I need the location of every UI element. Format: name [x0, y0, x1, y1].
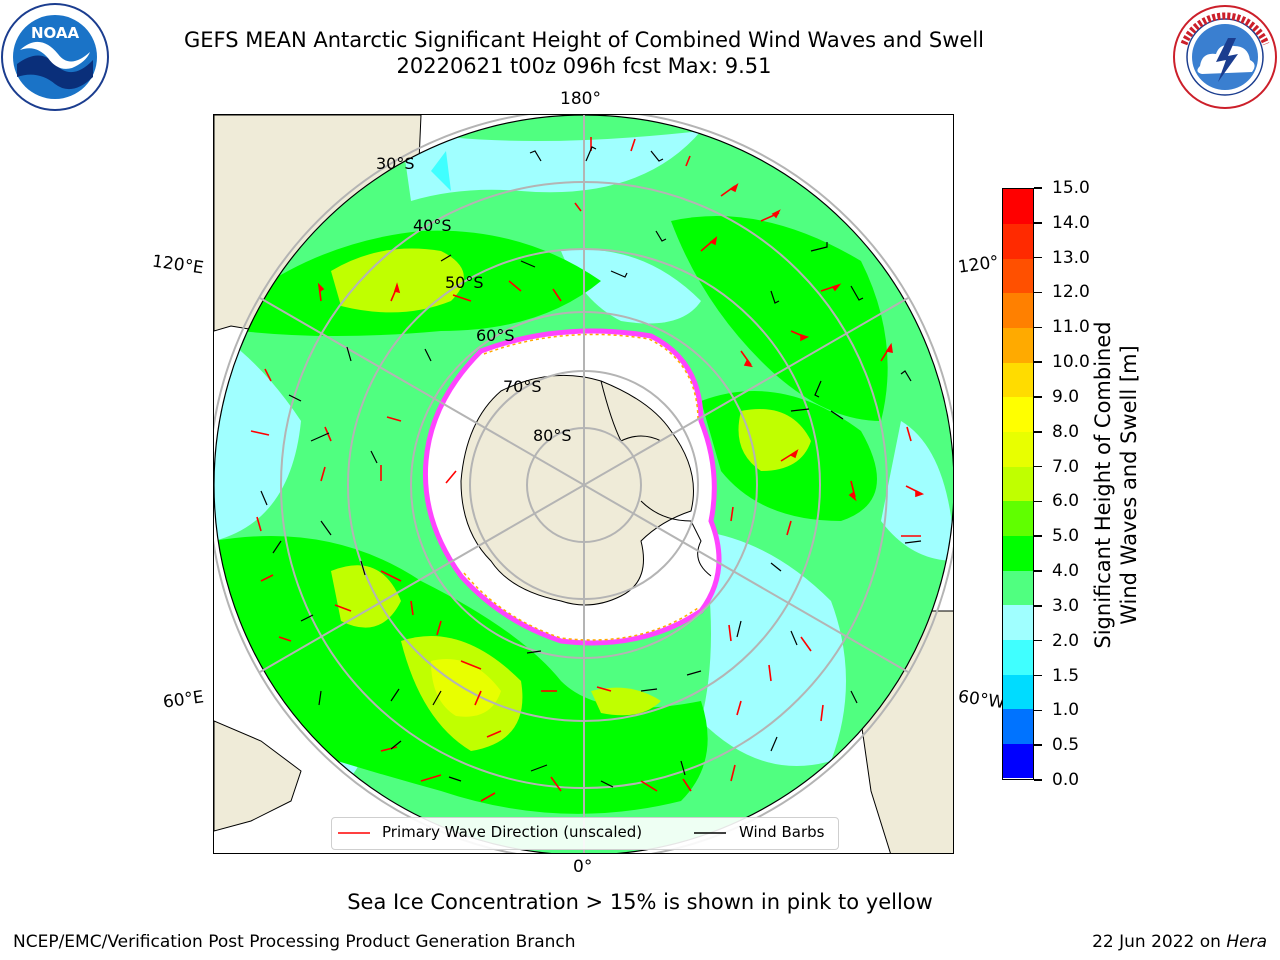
- colorbar-segment: [1003, 292, 1033, 329]
- colorbar-segment: [1003, 223, 1033, 259]
- colorbar-segment: [1003, 500, 1033, 536]
- noaa-logo: NOAA: [1, 3, 109, 111]
- colorbar-segment: [1003, 258, 1033, 294]
- colorbar-tick-label: 11.0: [1052, 317, 1090, 338]
- colorbar-tick: [1034, 256, 1042, 259]
- colorbar-tick-label: 14.0: [1052, 212, 1090, 233]
- colorbar-tick: [1034, 361, 1042, 363]
- lat-labels: 30°S 40°S 50°S 60°S 70°S 80°S: [376, 154, 572, 445]
- colorbar-tick: [1034, 187, 1042, 189]
- nws-logo: [1173, 5, 1277, 109]
- wave-direction-arrows: [250, 137, 925, 802]
- lat-label-30s: 30°S: [376, 154, 415, 173]
- lon-label-120e: 120°E: [150, 251, 205, 279]
- wave-legend-swatch: [338, 832, 370, 834]
- colorbar-tick: [1034, 605, 1042, 607]
- colorbar-tick: [1034, 639, 1042, 642]
- colorbar-segment: [1003, 708, 1033, 744]
- colorbar-tick-label: 13.0: [1052, 247, 1090, 268]
- colorbar-tick-label: 1.5: [1052, 665, 1080, 686]
- map-panel: 30°S 40°S 50°S 60°S 70°S 80°S: [213, 114, 954, 854]
- colorbar-tick-label: 8.0: [1052, 421, 1080, 442]
- colorbar-segment: [1003, 604, 1033, 640]
- colorbar-tick: [1034, 570, 1042, 572]
- wind-barbs: [260, 146, 922, 788]
- colorbar-segment: [1003, 674, 1033, 710]
- sea-ice-note: Sea Ice Concentration > 15% is shown in …: [347, 890, 933, 914]
- colorbar-tick-label: 5.0: [1052, 526, 1080, 547]
- colorbar-tick-label: 2.0: [1052, 630, 1080, 651]
- colorbar-tick: [1034, 500, 1042, 503]
- colorbar-segment: [1003, 362, 1033, 398]
- colorbar-title-line1: Significant Height of Combined: [1091, 321, 1115, 649]
- land-antarctica: [460, 374, 694, 606]
- colorbar-segment: [1003, 396, 1033, 433]
- map-legend: Primary Wave Direction (unscaled) Wind B…: [331, 817, 839, 850]
- land-africa: [214, 720, 302, 832]
- colorbar-tick-label: 9.0: [1052, 386, 1080, 407]
- footer-date-text: 22 Jun 2022 on: [1092, 932, 1227, 952]
- lon-label-180: 180°: [560, 89, 601, 109]
- colorbar-tick-label: 1.0: [1052, 700, 1080, 721]
- colorbar-tick: [1034, 396, 1042, 398]
- colorbar-title-line2: Wind Waves and Swell [m]: [1117, 345, 1141, 625]
- lon-label-60e: 60°E: [161, 687, 206, 713]
- colorbar: [1002, 188, 1034, 780]
- lon-label-120w: 120°: [956, 252, 1001, 278]
- colorbar-tick: [1034, 431, 1042, 433]
- colorbar-tick-label: 0.0: [1052, 770, 1080, 790]
- colorbar-segment: [1003, 327, 1033, 363]
- colorbar-tick: [1034, 222, 1042, 224]
- colorbar-tick: [1034, 291, 1042, 294]
- colorbar-tick: [1034, 744, 1042, 746]
- wave-legend-label: Primary Wave Direction (unscaled): [382, 823, 643, 841]
- colorbar-tick-label: 7.0: [1052, 456, 1080, 477]
- colorbar-segment: [1003, 639, 1033, 675]
- chart-subtitle: 20220621 t00z 096h fcst Max: 9.51: [396, 54, 772, 78]
- lat-label-50s: 50°S: [445, 273, 484, 292]
- colorbar-title: Significant Height of Combined Wind Wave…: [1090, 295, 1150, 675]
- wind-legend-label: Wind Barbs: [739, 823, 825, 841]
- colorbar-tick-label: 3.0: [1052, 595, 1080, 616]
- lat-label-60s: 60°S: [476, 326, 515, 345]
- footer-machine: Hera: [1226, 932, 1267, 952]
- graticule: [214, 115, 953, 853]
- colorbar-tick: [1034, 674, 1042, 677]
- chart-title: GEFS MEAN Antarctic Significant Height o…: [183, 28, 985, 52]
- colorbar-segment: [1003, 535, 1033, 571]
- footer-credit: NCEP/EMC/Verification Post Processing Pr…: [13, 932, 576, 952]
- colorbar-tick-label: 10.0: [1052, 352, 1090, 373]
- lat-label-70s: 70°S: [503, 377, 542, 396]
- wind-legend-swatch: [694, 832, 726, 834]
- colorbar-tick-label: 12.0: [1052, 282, 1090, 303]
- lon-label-0: 0°: [573, 857, 593, 877]
- colorbar-tick: [1034, 535, 1042, 537]
- noaa-logo-text: NOAA: [31, 24, 80, 42]
- colorbar-tick-label: 0.5: [1052, 735, 1080, 756]
- colorbar-tick: [1034, 326, 1042, 329]
- lat-label-80s: 80°S: [533, 426, 572, 445]
- colorbar-tick: [1034, 779, 1042, 781]
- colorbar-tick: [1034, 709, 1042, 712]
- colorbar-segment: [1003, 189, 1033, 225]
- colorbar-tick-label: 15.0: [1052, 178, 1090, 198]
- colorbar-tick-label: 6.0: [1052, 491, 1080, 512]
- colorbar-segment: [1003, 431, 1033, 467]
- lon-label-60w: 60°W: [956, 686, 1007, 714]
- colorbar-segment: [1003, 743, 1033, 779]
- footer-date: 22 Jun 2022 on Hera: [1092, 932, 1267, 952]
- colorbar-segment: [1003, 570, 1033, 606]
- lat-label-40s: 40°S: [413, 216, 452, 235]
- colorbar-tick-label: 4.0: [1052, 561, 1080, 582]
- colorbar-segment: [1003, 466, 1033, 502]
- colorbar-tick: [1034, 465, 1042, 468]
- polar-map: 30°S 40°S 50°S 60°S 70°S 80°S: [214, 115, 953, 853]
